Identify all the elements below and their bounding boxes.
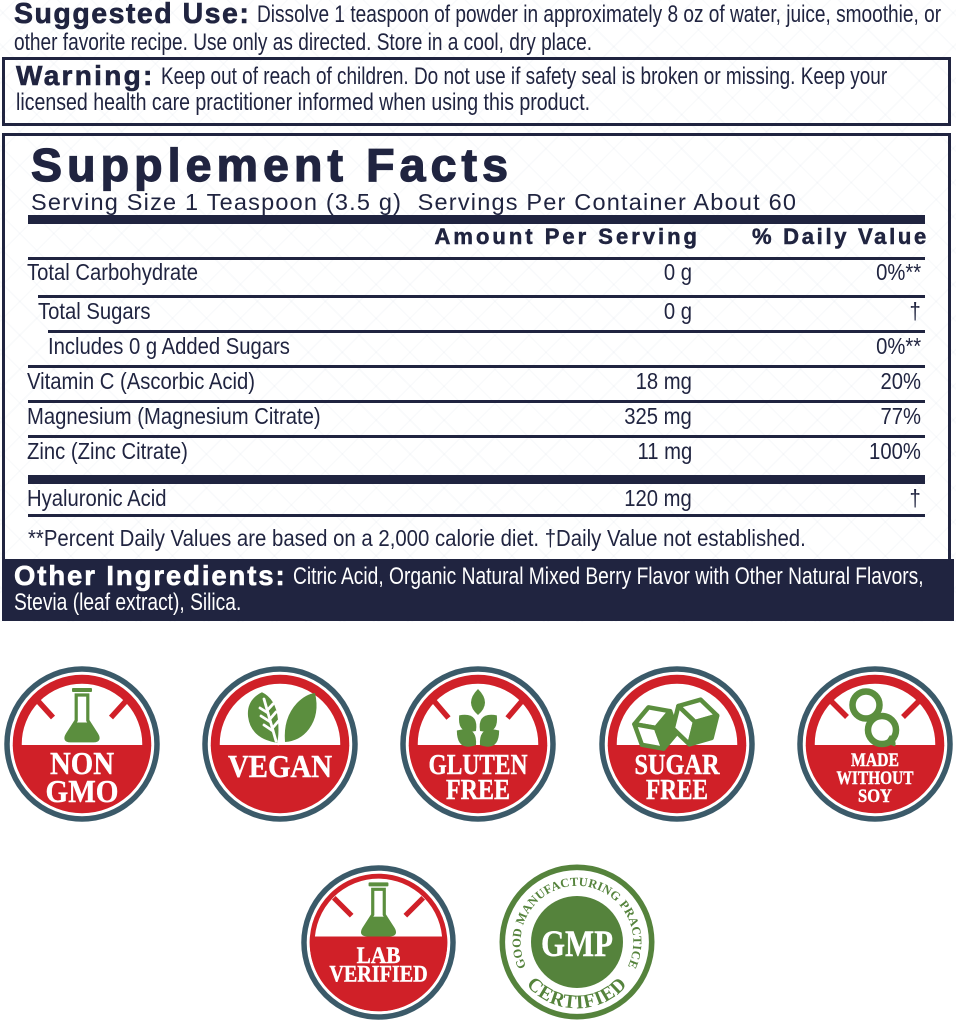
svg-text:GMP: GMP — [541, 924, 613, 965]
svg-text:SOY: SOY — [858, 787, 893, 807]
svg-text:VERIFIED: VERIFIED — [329, 962, 427, 988]
svg-text:GMO: GMO — [46, 773, 119, 809]
svg-text:LAB: LAB — [357, 943, 401, 969]
svg-text:VEGAN: VEGAN — [228, 748, 332, 784]
svg-text:NON: NON — [50, 745, 114, 781]
svg-text:WITHOUT: WITHOUT — [837, 769, 915, 789]
svg-text:FREE: FREE — [446, 775, 510, 806]
svg-text:SUGAR: SUGAR — [635, 750, 721, 781]
svg-text:FREE: FREE — [646, 775, 708, 806]
svg-text:MADE: MADE — [851, 751, 899, 771]
svg-text:GLUTEN: GLUTEN — [429, 750, 528, 781]
